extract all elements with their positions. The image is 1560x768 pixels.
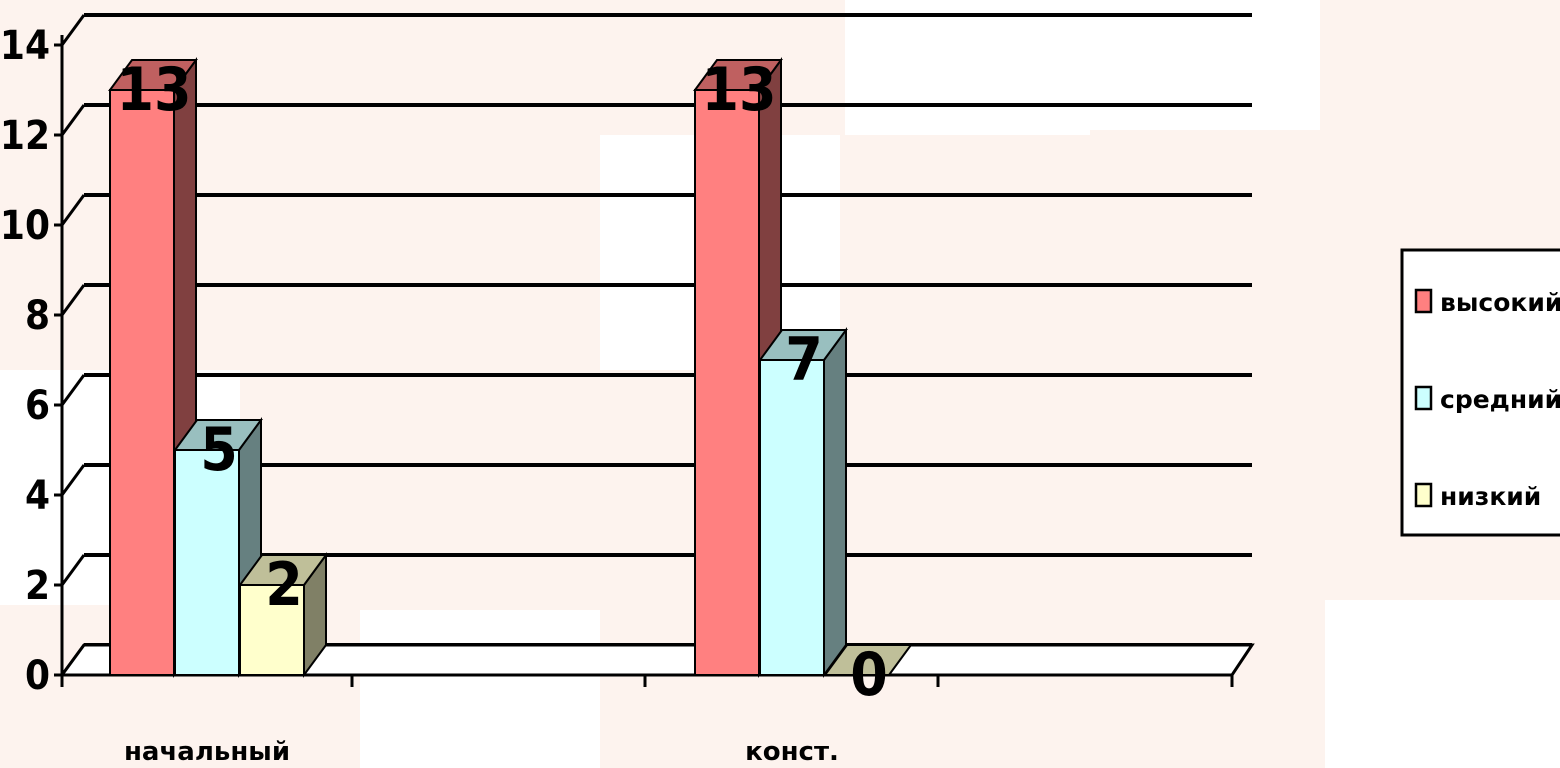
bar-side <box>823 326 847 679</box>
legend-label: высокий <box>1440 288 1560 317</box>
y-tick-label: 14 <box>0 23 50 69</box>
bar-front <box>109 89 175 676</box>
y-tick-label: 2 <box>25 563 50 609</box>
bar-front <box>239 584 305 676</box>
x-category-label: конст. <box>745 737 839 767</box>
y-tick-label: 6 <box>25 383 50 429</box>
legend-swatch <box>1414 288 1433 314</box>
bar-front <box>694 89 760 676</box>
gridline-depth <box>60 374 86 406</box>
legend: высокий средний низкий <box>1400 248 1560 537</box>
bar-top <box>108 59 198 91</box>
data-label: 2 <box>265 550 303 620</box>
bar-top <box>693 59 783 91</box>
y-tick-label: 8 <box>25 293 50 339</box>
data-label: 0 <box>850 640 888 710</box>
legend-swatch <box>1414 482 1433 508</box>
gridline-depth <box>60 14 86 46</box>
bar-top <box>823 644 913 676</box>
gridline-depth <box>60 464 86 496</box>
data-label: 13 <box>116 55 191 125</box>
gridline-depth <box>60 284 86 316</box>
data-label: 7 <box>785 325 823 395</box>
bar-top <box>758 329 848 361</box>
bar-front <box>759 359 825 676</box>
bar <box>758 326 848 679</box>
data-labels: 13 52 13 7 0 <box>116 55 887 710</box>
legend-swatch <box>1414 385 1433 411</box>
bar <box>823 644 913 676</box>
bar-top <box>238 554 328 586</box>
legend-label: низкий <box>1440 482 1541 511</box>
bar-top <box>173 419 263 451</box>
data-label: 5 <box>200 415 238 485</box>
y-tick-label: 0 <box>25 653 50 699</box>
axes: 0 2 4 6 8 10 12 14 начальный конст. <box>0 23 1234 767</box>
legend-label: средний <box>1440 385 1560 414</box>
bar <box>238 551 328 679</box>
bars <box>108 56 913 679</box>
y-tick-label: 4 <box>25 473 50 519</box>
gridline-depth <box>60 104 86 136</box>
x-category-label: начальный <box>124 737 290 767</box>
gridline-depth <box>60 194 86 226</box>
data-label: 13 <box>701 55 776 125</box>
y-tick-label: 12 <box>0 113 50 159</box>
y-tick-label: 10 <box>0 203 50 249</box>
gridline-depth <box>60 554 86 586</box>
